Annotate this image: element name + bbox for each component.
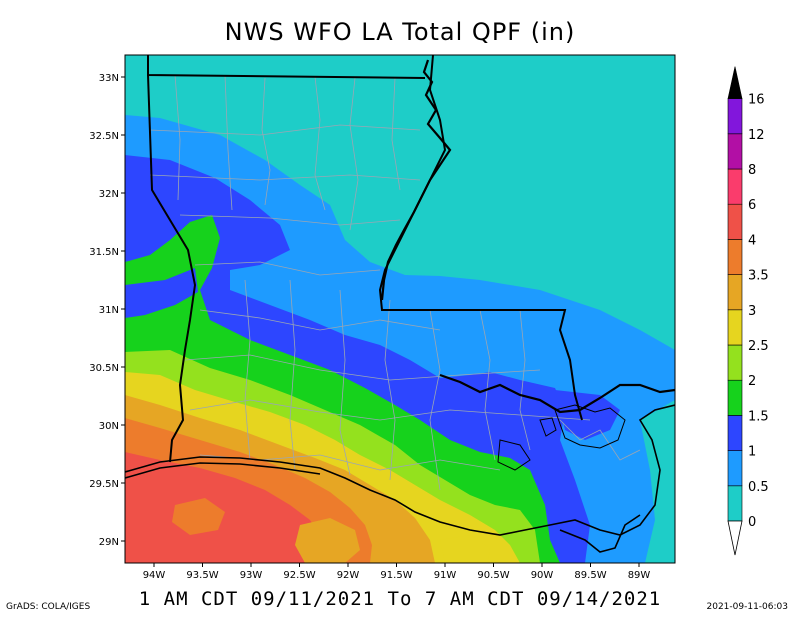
county-lines	[149, 74, 641, 491]
boundaries	[125, 55, 675, 553]
lat-label: 32.5N	[89, 131, 119, 142]
colorbar-label: 0	[748, 515, 756, 530]
lat-label: 31.5N	[89, 247, 119, 258]
coastline	[125, 404, 675, 553]
colorbar-label: 12	[748, 128, 765, 143]
state-borders	[147, 55, 583, 463]
colorbar-label: 1	[748, 445, 756, 460]
colorbar-label: 4	[748, 233, 756, 248]
colorbar-label: 1.5	[748, 409, 769, 424]
mississippi-river	[380, 59, 675, 414]
colorbar-label: 2.5	[748, 339, 769, 354]
lon-label: 92.5W	[283, 570, 315, 581]
band-2.5-3-patch	[440, 535, 490, 563]
band-3.5-4-patch	[172, 498, 225, 535]
band-4-6	[125, 452, 325, 563]
credit-text: GrADS: COLA/IGES	[6, 602, 91, 612]
colorbar-label: 0.5	[748, 480, 769, 495]
band-1-1.5-inset	[125, 268, 198, 318]
colorbar-segment	[727, 309, 743, 346]
colorbar-label: 6	[748, 198, 756, 213]
lon-label: 93.5W	[186, 570, 218, 581]
lat-label: 33N	[99, 73, 119, 84]
colorbar-label: 16	[748, 93, 765, 108]
lon-label: 90.5W	[477, 570, 509, 581]
lat-label: 30N	[99, 421, 119, 432]
lon-label: 92W	[337, 570, 360, 581]
lat-label: 30.5N	[89, 363, 119, 374]
lon-label: 94W	[143, 570, 166, 581]
valid-period: 1 AM CDT 09/11/2021 To 7 AM CDT 09/14/20…	[138, 588, 662, 610]
colorbar-segment	[727, 379, 743, 416]
band-3-3.5-patch	[295, 518, 360, 563]
lat-label: 31N	[99, 305, 119, 316]
lat-label: 32N	[99, 189, 119, 200]
colorbar-segment	[727, 485, 743, 522]
lake-outlines	[497, 404, 626, 471]
colorbar-segment	[727, 133, 743, 170]
colorbar-segment	[727, 203, 743, 240]
colorbar-label: 8	[748, 163, 756, 178]
colorbar-segment	[727, 274, 743, 311]
lon-label: 89W	[628, 570, 651, 581]
colorbar-segment	[727, 168, 743, 205]
colorbar-min-arrow	[727, 520, 743, 556]
colorbar-label: 3	[748, 304, 756, 319]
colorbar-label: 2	[748, 374, 756, 389]
band-1-1.5-east	[555, 390, 620, 440]
colorbar-segment	[727, 415, 743, 451]
latitude-axis: 33N 32.5N 32N 31.5N 31N 30.5N 30N 29.5N 29N	[89, 73, 125, 548]
lon-label: 91.5W	[380, 570, 412, 581]
lon-label: 90W	[531, 570, 554, 581]
timestamp-text: 2021-09-11-06:03	[706, 602, 789, 612]
map-title: NWS WFO LA Total QPF (in)	[224, 18, 576, 46]
colorbar-segment	[727, 239, 743, 275]
lon-label: 91W	[434, 570, 457, 581]
colorbar-label: 3.5	[748, 269, 769, 284]
lat-label: 29N	[99, 537, 119, 548]
colorbar-segment	[727, 98, 743, 135]
colorbar-max-arrow	[727, 66, 743, 99]
colorbar-segment	[727, 344, 743, 381]
band-0.5-1-east	[640, 400, 675, 563]
colorbar: 0 0.5 1 1.5 2 2.5 3 3.5 4 6 8 12 16	[727, 66, 769, 556]
colorbar-segment	[727, 450, 743, 487]
lon-label: 93W	[240, 570, 263, 581]
lon-label: 89.5W	[574, 570, 606, 581]
lat-label: 29.5N	[89, 479, 119, 490]
longitude-axis: 94W 93.5W 93W 92.5W 92W 91.5W 91W 90.5W 90W 89.5W…	[143, 563, 651, 581]
